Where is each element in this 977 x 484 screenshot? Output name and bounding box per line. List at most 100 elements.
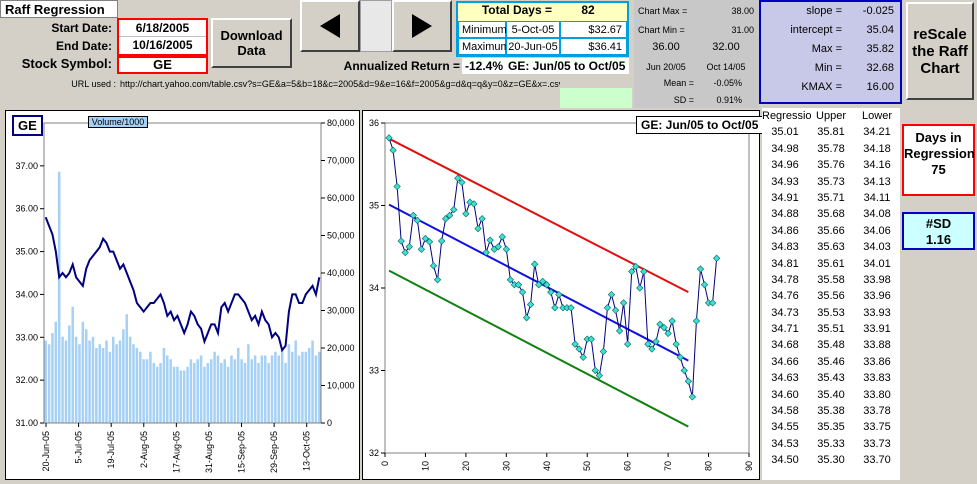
price-point bbox=[405, 243, 413, 251]
table-cell: 35.61 bbox=[817, 257, 845, 270]
volume-bar bbox=[294, 340, 297, 423]
volume-bar bbox=[84, 329, 88, 423]
end-date-label: End Date: bbox=[55, 39, 112, 53]
price-point bbox=[632, 262, 640, 271]
table-cell: 34.08 bbox=[863, 208, 891, 221]
volume-bar bbox=[122, 329, 125, 423]
sd-value: 0.91% bbox=[716, 95, 742, 105]
table-cell: 34.06 bbox=[863, 224, 891, 237]
volume-bar bbox=[230, 355, 233, 423]
raff-channel-svg: 32 33 34 35 36 0 10 20 30 40 50 60 70 80 90 bbox=[369, 118, 754, 471]
y-left-tick-label: 37.00 bbox=[15, 161, 38, 171]
volume-bar bbox=[54, 321, 58, 423]
volume-bar bbox=[169, 359, 172, 423]
chart-min-label: Chart Min = bbox=[638, 25, 685, 35]
price-point bbox=[640, 267, 648, 276]
volume-bar bbox=[81, 321, 85, 423]
start-date-label: Start Date: bbox=[51, 21, 112, 35]
scrollbar-track[interactable] bbox=[360, 0, 392, 52]
table-cell: 34.16 bbox=[863, 159, 891, 172]
price-point bbox=[466, 198, 474, 206]
mean-value: -0.05% bbox=[713, 78, 742, 88]
price-point bbox=[636, 284, 644, 292]
volume-bar bbox=[78, 344, 81, 423]
volume-bar bbox=[74, 336, 78, 423]
volume-bar bbox=[98, 344, 102, 423]
price-point bbox=[607, 290, 616, 299]
price-point bbox=[672, 340, 680, 348]
price-point bbox=[462, 210, 470, 218]
price-point bbox=[478, 215, 486, 223]
download-data-button[interactable]: Download Data bbox=[211, 18, 292, 68]
table-cell: 35.43 bbox=[817, 372, 845, 385]
x-tick-label: 80 bbox=[704, 461, 714, 471]
price-point bbox=[692, 317, 701, 325]
table-cell: 34.86 bbox=[771, 224, 799, 237]
price-point bbox=[421, 234, 430, 243]
volume-bar bbox=[149, 351, 152, 423]
price-point bbox=[656, 320, 664, 328]
table-cell: 34.50 bbox=[771, 454, 799, 467]
annualized-label: Annualized Return = bbox=[343, 59, 460, 73]
volume-bar bbox=[250, 359, 254, 423]
volume-bar bbox=[186, 366, 189, 423]
table-cell: 34.13 bbox=[863, 175, 891, 188]
prev-button[interactable] bbox=[300, 0, 360, 52]
table-cell: 33.70 bbox=[863, 454, 891, 467]
volume-bar bbox=[101, 348, 105, 423]
table-cell: 34.93 bbox=[771, 175, 799, 188]
total-days-label: Total Days = bbox=[481, 3, 552, 17]
days-in-regression-label: Days in Regression bbox=[904, 130, 975, 161]
price-point bbox=[587, 335, 595, 343]
price-point bbox=[486, 236, 494, 244]
price-point bbox=[688, 393, 697, 401]
table-cell: 35.81 bbox=[817, 126, 845, 139]
min-label: Min = bbox=[814, 62, 842, 74]
price-point bbox=[385, 134, 393, 142]
table-cell: 33.93 bbox=[863, 306, 891, 319]
table-cell: 33.88 bbox=[863, 339, 891, 352]
price-point bbox=[684, 377, 692, 385]
price-point bbox=[567, 304, 575, 312]
volume-bar bbox=[57, 171, 61, 423]
volume-bar bbox=[128, 336, 132, 423]
col-lower: Lower 34.21 34.18 34.16 34.13 34.11 34.08 34.0… bbox=[854, 108, 900, 466]
volume-bar bbox=[166, 355, 169, 423]
volume-bar bbox=[263, 355, 267, 423]
y-right-tick-label: 80,000 bbox=[327, 118, 355, 128]
table-cell: 35.51 bbox=[817, 323, 845, 336]
volume-bar bbox=[270, 355, 274, 423]
volume-bar bbox=[118, 340, 122, 423]
price-point bbox=[713, 254, 721, 262]
slope-label: slope = bbox=[806, 5, 842, 17]
price-point bbox=[518, 288, 527, 296]
end-date-input[interactable]: 10/16/2005 bbox=[132, 38, 193, 52]
price-point bbox=[401, 248, 409, 257]
volume-price-svg: 31.00 32.00 33.00 34.00 35.00 36.00 37.00 0 10,0… bbox=[15, 118, 355, 473]
left-arrow-icon bbox=[320, 14, 340, 38]
y-right-tick-label: 20,000 bbox=[327, 343, 355, 353]
table-cell: 34.98 bbox=[771, 142, 799, 155]
price-point bbox=[514, 281, 523, 289]
volume-bar bbox=[311, 340, 314, 423]
table-cell: 34.68 bbox=[771, 339, 799, 352]
x-tick-label: 90 bbox=[744, 461, 754, 471]
minimum-value: $32.67 bbox=[560, 21, 627, 38]
rescale-button[interactable]: reScale the Raff Chart bbox=[906, 2, 974, 100]
table-cell: 35.56 bbox=[817, 290, 845, 303]
table-cell: 34.71 bbox=[771, 323, 799, 336]
start-date-input[interactable]: 6/18/2005 bbox=[119, 20, 206, 37]
volume-bar bbox=[189, 359, 193, 423]
price-point bbox=[393, 182, 401, 191]
price-point bbox=[454, 174, 462, 182]
price-point bbox=[506, 276, 515, 284]
stock-symbol-input[interactable]: GE bbox=[117, 56, 208, 74]
header-upper: Upper bbox=[816, 110, 846, 122]
volume-bar bbox=[209, 359, 213, 423]
next-button[interactable] bbox=[392, 0, 452, 52]
right-chart-title: GE: Jun/05 to Oct/05 bbox=[636, 116, 764, 134]
url-label: URL used : bbox=[71, 79, 116, 89]
param-date2: Oct 14/05 bbox=[706, 62, 746, 72]
total-days-value: 82 bbox=[581, 3, 595, 17]
table-cell: 35.78 bbox=[817, 142, 845, 155]
